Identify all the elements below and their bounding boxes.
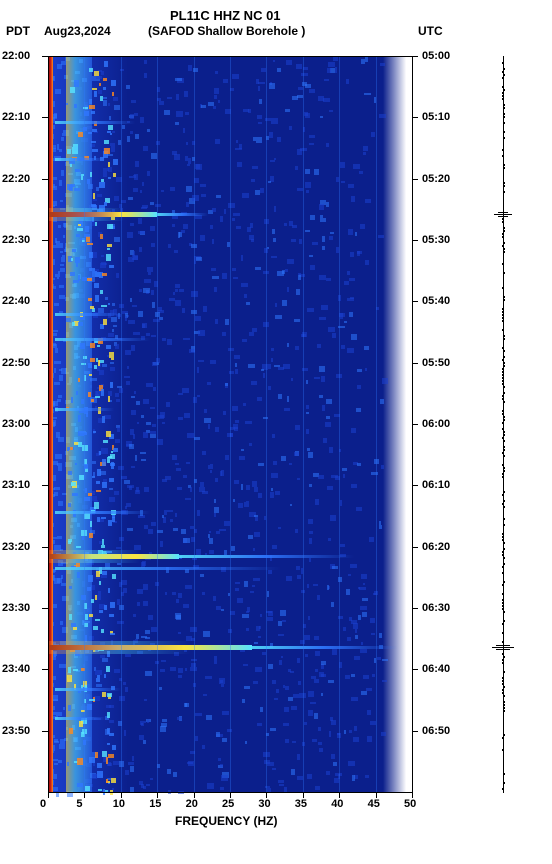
ytick-left: 23:30 xyxy=(2,602,30,614)
chart-title: PL11C HHZ NC 01 xyxy=(170,8,281,23)
ytick-left: 23:40 xyxy=(2,663,30,675)
seismogram-spike-0 xyxy=(494,214,512,215)
ytick-left: 23:00 xyxy=(2,418,30,430)
ytick-right: 05:10 xyxy=(422,111,450,123)
ytick-left: 22:20 xyxy=(2,173,30,185)
xtick-label: 10 xyxy=(113,798,125,810)
xtick-label: 0 xyxy=(40,798,46,810)
right-timezone: UTC xyxy=(418,24,443,38)
ytick-left: 23:20 xyxy=(2,541,30,553)
ytick-left: 22:40 xyxy=(2,295,30,307)
ytick-left: 23:50 xyxy=(2,725,30,737)
ytick-right: 05:30 xyxy=(422,234,450,246)
seismogram-spike-1 xyxy=(492,647,514,648)
ytick-right: 06:50 xyxy=(422,725,450,737)
date-label: Aug23,2024 xyxy=(44,24,111,38)
ytick-left: 22:30 xyxy=(2,234,30,246)
ytick-left: 23:10 xyxy=(2,479,30,491)
ytick-left: 22:10 xyxy=(2,111,30,123)
xtick-label: 40 xyxy=(331,798,343,810)
station-desc: (SAFOD Shallow Borehole ) xyxy=(148,24,305,38)
xtick-label: 50 xyxy=(404,798,416,810)
ytick-right: 06:00 xyxy=(422,418,450,430)
left-timezone: PDT xyxy=(6,24,30,38)
ytick-right: 06:10 xyxy=(422,479,450,491)
ytick-left: 22:50 xyxy=(2,357,30,369)
ytick-right: 06:20 xyxy=(422,541,450,553)
ytick-right: 06:30 xyxy=(422,602,450,614)
xtick-label: 35 xyxy=(295,798,307,810)
ytick-right: 06:40 xyxy=(422,663,450,675)
xtick-label: 15 xyxy=(149,798,161,810)
xtick-label: 20 xyxy=(186,798,198,810)
ytick-right: 05:50 xyxy=(422,357,450,369)
xtick-label: 30 xyxy=(258,798,270,810)
xtick-label: 25 xyxy=(222,798,234,810)
ytick-left: 22:00 xyxy=(2,50,30,62)
xtick-label: 5 xyxy=(76,798,82,810)
ytick-right: 05:20 xyxy=(422,173,450,185)
xaxis-label: FREQUENCY (HZ) xyxy=(175,814,277,828)
xtick-label: 45 xyxy=(368,798,380,810)
ytick-right: 05:00 xyxy=(422,50,450,62)
ytick-right: 05:40 xyxy=(422,295,450,307)
